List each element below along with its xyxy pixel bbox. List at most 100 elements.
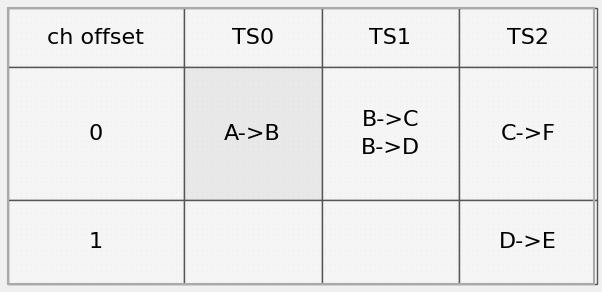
Point (376, 139, 385, 143)
Point (483, 258, 492, 263)
Point (533, 46, 543, 51)
Point (458, 211, 467, 215)
Point (192, 35, 202, 40)
Point (46, 144, 56, 149)
Point (548, 221, 558, 226)
Point (335, 14, 344, 19)
Point (258, 73, 268, 78)
Point (452, 201, 461, 205)
Point (503, 144, 513, 149)
Point (238, 149, 247, 154)
Point (493, 19, 503, 24)
Point (473, 14, 482, 19)
Point (131, 279, 141, 283)
Point (360, 144, 370, 149)
Point (6, 179, 16, 184)
Point (101, 174, 111, 179)
Point (376, 201, 385, 205)
Point (309, 149, 318, 154)
Point (187, 93, 197, 98)
Point (446, 232, 456, 237)
Point (355, 129, 365, 133)
Point (493, 108, 503, 113)
Point (243, 25, 252, 29)
Point (213, 253, 222, 257)
Point (6, 247, 16, 252)
Point (314, 62, 323, 67)
Point (263, 19, 273, 24)
Point (106, 253, 116, 257)
Point (335, 35, 344, 40)
Point (446, 179, 456, 184)
Point (238, 216, 247, 221)
Point (483, 237, 492, 242)
Point (71, 159, 81, 164)
Point (380, 124, 390, 128)
Point (468, 25, 477, 29)
Point (96, 124, 106, 128)
Point (101, 41, 111, 45)
Point (458, 98, 467, 103)
Point (544, 139, 553, 143)
Point (498, 190, 507, 194)
Point (243, 78, 252, 83)
Point (548, 78, 558, 83)
Point (207, 184, 217, 189)
Point (16, 114, 26, 118)
Point (376, 221, 385, 226)
Point (483, 19, 492, 24)
Point (126, 154, 135, 159)
Point (263, 227, 273, 231)
Point (151, 98, 161, 103)
Point (462, 25, 472, 29)
Point (513, 108, 523, 113)
Point (477, 194, 487, 199)
Point (101, 169, 111, 174)
Point (223, 258, 232, 263)
Point (498, 253, 507, 257)
Point (11, 134, 21, 138)
Point (171, 124, 181, 128)
Point (538, 211, 548, 215)
Point (385, 179, 395, 184)
Point (192, 14, 202, 19)
Point (11, 108, 21, 113)
Point (385, 268, 395, 273)
Point (238, 78, 247, 83)
Point (141, 263, 150, 268)
Point (202, 114, 212, 118)
Point (217, 62, 227, 67)
Point (171, 273, 181, 278)
Point (513, 46, 523, 51)
Point (309, 19, 318, 24)
Point (136, 41, 146, 45)
Point (538, 154, 548, 159)
Point (161, 237, 170, 242)
Point (538, 129, 548, 133)
Point (462, 206, 472, 210)
Point (335, 119, 344, 123)
Point (126, 169, 135, 174)
Point (81, 83, 91, 88)
Point (288, 98, 298, 103)
Point (523, 242, 533, 247)
Point (228, 30, 237, 35)
Point (146, 124, 156, 128)
Point (243, 206, 252, 210)
Point (223, 119, 232, 123)
Point (258, 174, 268, 179)
Point (477, 25, 487, 29)
Point (278, 14, 288, 19)
Point (579, 279, 589, 283)
Point (71, 232, 81, 237)
Point (493, 139, 503, 143)
Point (355, 268, 365, 273)
Point (431, 41, 441, 45)
Point (126, 258, 135, 263)
Point (11, 83, 21, 88)
Point (370, 184, 380, 189)
Point (293, 68, 303, 73)
Point (223, 149, 232, 154)
Point (421, 169, 430, 174)
Point (421, 129, 430, 133)
